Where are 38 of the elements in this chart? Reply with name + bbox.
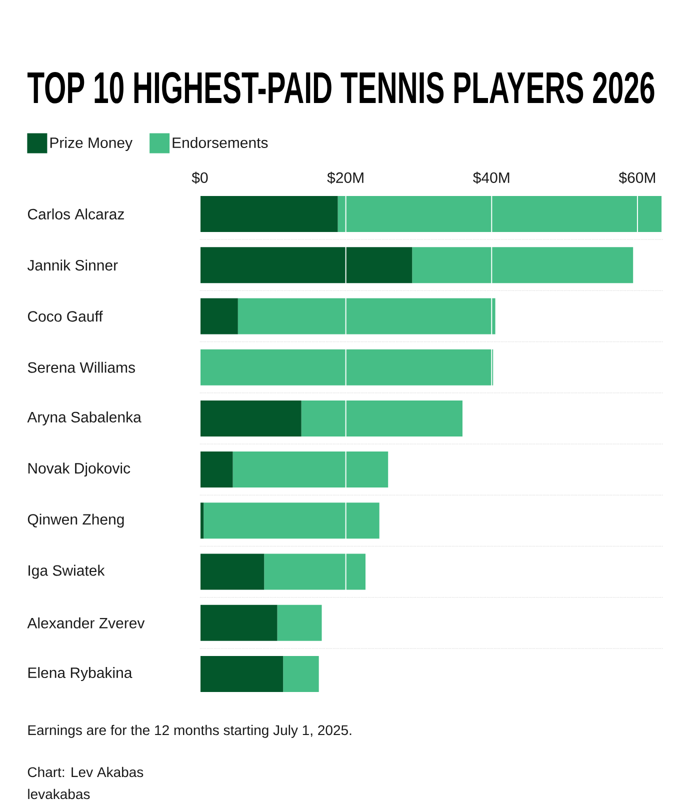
- legend-label: Prize Money: [50, 137, 132, 151]
- bar: [200, 452, 233, 488]
- chart-title: TOP 10 HIGHEST-PAID TENNIS PLAYERS 2026: [28, 72, 654, 104]
- y-tick-label: Qinwen Zheng: [28, 514, 124, 528]
- y-tick-label: Serena Williams: [28, 362, 135, 373]
- bar: [412, 247, 634, 284]
- bar: [238, 298, 496, 334]
- y-tick-label: Coco Gauff: [28, 310, 103, 322]
- bar: [200, 656, 284, 692]
- x-tick-label: $60M: [618, 172, 655, 184]
- y-tick-label: Aryna Sabalenka: [27, 411, 142, 426]
- bar: [200, 349, 494, 386]
- y-tick-label: Iga Swiatek: [28, 564, 105, 579]
- text: Earnings are for the 12 months starting July 1, 2025.: [28, 724, 352, 738]
- x-tick-label: $20M: [327, 172, 364, 184]
- y-tick-label: Novak Djokovic: [28, 462, 130, 477]
- y-tick-label: Elena Rybakina: [28, 667, 132, 682]
- bar: [200, 247, 412, 284]
- bar: [277, 604, 322, 641]
- y-tick-label: Alexander Zverev: [27, 617, 145, 628]
- x-tick-label: $40M: [473, 172, 510, 184]
- bar: [200, 298, 238, 334]
- bar: [204, 502, 380, 539]
- y-tick-label: Carlos Alcaraz: [28, 208, 124, 220]
- bar: [301, 400, 462, 436]
- y-tick-label: Jannik Sinner: [27, 260, 118, 271]
- x-tick-label: $0: [192, 172, 208, 184]
- bar: [264, 554, 366, 590]
- bar: [200, 554, 264, 590]
- bar: [283, 656, 319, 692]
- bar: [200, 604, 278, 641]
- bar: [200, 196, 338, 232]
- bar: [200, 400, 302, 436]
- text: Chart: Lev Akabas: [28, 766, 144, 778]
- legend-label: Endorsements: [172, 137, 268, 148]
- bar: [338, 196, 662, 232]
- bar: [232, 452, 388, 488]
- text: levakabas: [28, 788, 90, 800]
